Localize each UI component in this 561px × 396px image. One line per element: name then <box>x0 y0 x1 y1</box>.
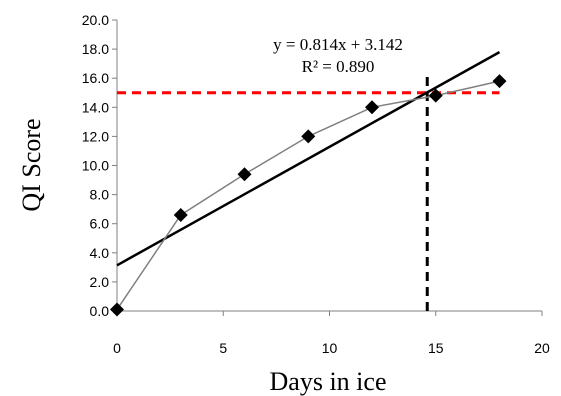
x-tick-label: 10 <box>322 340 338 356</box>
data-point <box>301 129 316 144</box>
y-tick-label: 6.0 <box>90 216 110 232</box>
y-tick-label: 8.0 <box>90 187 110 203</box>
y-tick-label: 18.0 <box>82 41 109 57</box>
y-axis-title: QI Score <box>17 118 46 211</box>
data-point <box>173 207 188 222</box>
y-tick-label: 12.0 <box>82 128 109 144</box>
x-tick-label: 20 <box>534 340 550 356</box>
tick-labels: 0.0 2.0 4.0 6.0 8.0 10.0 12.0 14.0 16.0 18.0 20.0 0… <box>82 12 550 356</box>
r-squared-label: R² = 0.890 <box>302 57 375 76</box>
data-point <box>492 74 507 89</box>
x-tick-label: 0 <box>113 340 121 356</box>
trendline <box>116 51 501 267</box>
series-line <box>116 80 500 310</box>
y-tick-label: 4.0 <box>90 245 110 261</box>
series-layer <box>110 74 507 317</box>
trendline-layer <box>116 51 501 267</box>
equation-label: y = 0.814x + 3.142 <box>273 35 403 54</box>
data-point <box>428 88 443 103</box>
data-point <box>237 167 252 182</box>
y-tick-label: 2.0 <box>90 274 110 290</box>
y-tick-label: 20.0 <box>82 12 109 28</box>
y-tick-label: 10.0 <box>82 158 109 174</box>
x-axis-title: Days in ice <box>270 367 387 396</box>
data-point <box>110 302 124 317</box>
y-tick-label: 14.0 <box>82 99 109 115</box>
data-point <box>365 100 379 115</box>
x-tick-label: 15 <box>428 340 444 356</box>
y-tick-label: 0.0 <box>90 303 110 319</box>
reference-lines <box>117 72 500 311</box>
y-tick-label: 16.0 <box>82 70 109 86</box>
x-tick-label: 5 <box>219 340 227 356</box>
